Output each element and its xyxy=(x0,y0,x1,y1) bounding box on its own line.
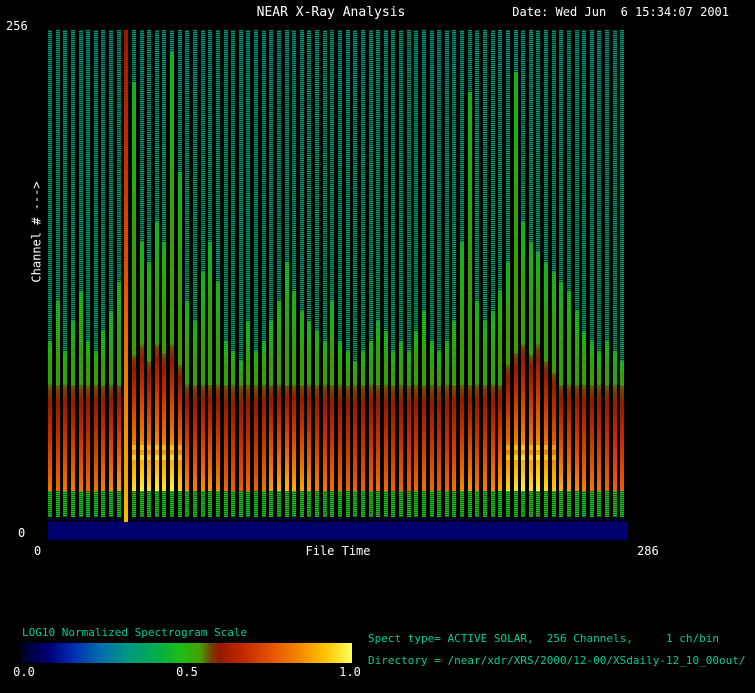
app-title: NEAR X-Ray Analysis xyxy=(257,6,406,20)
y-axis-title: Channel # ---> xyxy=(30,181,43,282)
colorbar-tick-max: 1.0 xyxy=(339,666,361,679)
y-axis-max-label: 256 xyxy=(6,20,28,33)
near-xray-window: { "header": { "title": "NEAR X-Ray Analy… xyxy=(0,0,755,693)
x-axis-title: File Time xyxy=(305,545,370,558)
directory-label: Directory = /near/xdr/XRS/2000/12-00/XSd… xyxy=(368,655,746,667)
colorbar-title: LOG10 Normalized Spectrogram Scale xyxy=(22,627,247,639)
date-label: Date: Wed Jun 6 15:34:07 2001 xyxy=(512,6,729,19)
y-axis-min-label: 0 xyxy=(18,527,25,540)
x-axis-max-label: 286 xyxy=(637,545,659,558)
colorbar-canvas xyxy=(22,643,352,663)
spectrogram-canvas xyxy=(48,30,628,540)
spect-type-label: Spect type= ACTIVE SOLAR, 256 Channels, … xyxy=(368,633,719,645)
colorbar-tick-mid: 0.5 xyxy=(176,666,198,679)
x-axis-min-label: 0 xyxy=(34,545,41,558)
colorbar-tick-min: 0.0 xyxy=(13,666,35,679)
